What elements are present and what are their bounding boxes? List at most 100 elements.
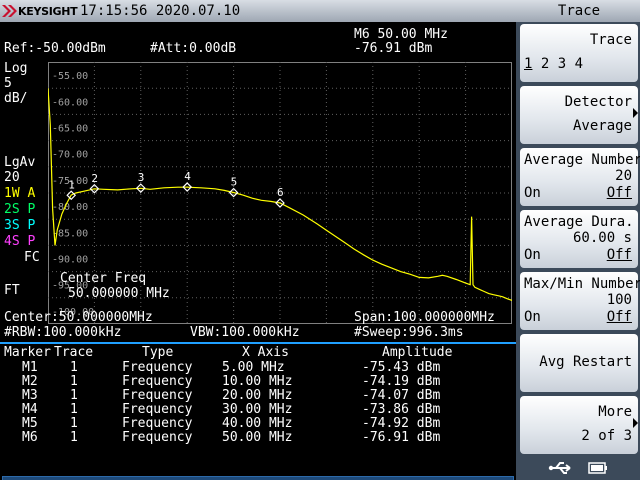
avg-number-off[interactable]: Off [606, 185, 632, 201]
spectrum-plot[interactable]: -55.00 -60.00 -65.00 -70.00 -75.00 -80.00 -85.… [48, 62, 512, 324]
marker-3-diamond[interactable] [135, 183, 146, 193]
center-freq-overlay-value: 50.000000 MHz [68, 286, 170, 301]
cell-marker: M6 [22, 430, 38, 445]
cell-x: 50.00 MHz [222, 430, 293, 445]
rbw[interactable]: #RBW:100.000kHz [4, 325, 122, 340]
center-frequency[interactable]: Center:50.000000MHz [4, 310, 153, 325]
trace-option-4[interactable]: 4 [574, 56, 584, 72]
softkey-title: Trace [589, 32, 632, 48]
table-row[interactable]: M5 1 Frequency 40.00 MHz -74.92 dBm [0, 416, 516, 431]
cell-marker: M4 [22, 402, 38, 417]
more-softkey[interactable]: More 2 of 3 [520, 396, 638, 454]
marker-2-diamond[interactable] [89, 183, 100, 194]
detector-softkey[interactable]: Detector Average [520, 86, 638, 144]
cell-type: Frequency [122, 388, 193, 403]
cell-trace: 1 [70, 416, 78, 431]
marker-5-diamond[interactable] [228, 187, 239, 198]
avg-count: 20 [4, 170, 20, 185]
col-header-type: Type [142, 345, 174, 360]
cell-marker: M5 [22, 416, 38, 431]
attenuation[interactable]: #Att:0.00dB [150, 41, 237, 56]
col-header-x-axis: X Axis [242, 345, 289, 360]
softkey-title: Max/Min Number [524, 276, 640, 292]
span[interactable]: Span:100.000000MHz [354, 310, 495, 325]
trace-select-softkey[interactable]: Trace 1 2 3 4 [520, 24, 638, 82]
y-tick-label: -55.00 [52, 71, 88, 82]
brand-name: KEYSIGHT [18, 4, 78, 18]
detector-value: Average [572, 118, 632, 134]
center-freq-overlay-title: Center Freq [60, 271, 147, 286]
active-marker-amplitude: -76.91 dBm [354, 41, 433, 56]
maxmin-number-value: 100 [606, 292, 632, 308]
col-header-marker: Marker [4, 345, 51, 360]
y-tick-label: -75.00 [52, 176, 88, 187]
cell-type: Frequency [122, 416, 193, 431]
avg-duration-off[interactable]: Off [606, 247, 632, 263]
cell-trace: 1 [70, 430, 78, 445]
cell-amp: -74.07 dBm [362, 388, 441, 403]
cell-x: 40.00 MHz [222, 416, 293, 431]
cell-type: Frequency [122, 374, 193, 389]
cell-type: Frequency [122, 430, 193, 445]
average-number-softkey[interactable]: Average Number 20 On Off [520, 148, 640, 206]
cell-x: 10.00 MHz [222, 374, 293, 389]
y-tick-label: -60.00 [52, 97, 88, 108]
scale-unit: dB/ [4, 91, 28, 106]
maxmin-number-on[interactable]: On [524, 309, 541, 325]
datetime: 17:15:56 2020.07.10 [80, 3, 241, 19]
maxmin-number-off[interactable]: Off [606, 309, 632, 325]
cell-type: Frequency [122, 402, 193, 417]
cell-amp: -75.43 dBm [362, 360, 441, 375]
table-row[interactable]: M4 1 Frequency 30.00 MHz -73.86 dBm [0, 402, 516, 417]
softkey-title: Average Number [524, 152, 640, 168]
table-row[interactable]: M3 1 Frequency 20.00 MHz -74.07 dBm [0, 388, 516, 403]
cell-amp: -74.92 dBm [362, 416, 441, 431]
cell-marker: M2 [22, 374, 38, 389]
marker-5-label: 5 [231, 176, 238, 189]
avg-mode: LgAv [4, 155, 36, 170]
avg-number-on[interactable]: On [524, 185, 541, 201]
cell-marker: M3 [22, 388, 38, 403]
table-row[interactable]: M2 1 Frequency 10.00 MHz -74.19 dBm [0, 374, 516, 389]
softkey-title: Detector [564, 94, 632, 110]
avg-duration-on[interactable]: On [524, 247, 541, 263]
marker-1-diamond[interactable] [66, 190, 77, 201]
col-header-trace: Trace [54, 345, 94, 360]
marker-4-diamond[interactable] [182, 182, 193, 192]
softkey-title: Avg Restart [539, 354, 632, 370]
battery-icon [588, 462, 607, 474]
usb-icon [548, 462, 571, 474]
cell-marker: M1 [22, 360, 38, 375]
analyzer-screen: Ref:-50.00dBm #Att:0.00dB M6 50.00 MHz -… [0, 22, 516, 480]
marker-1-label: 1 [68, 178, 75, 191]
marker-6-label: 6 [277, 186, 284, 199]
cell-amp: -74.19 dBm [362, 374, 441, 389]
trace-option-1[interactable]: 1 [524, 56, 533, 72]
y-tick-label: -95.00 [52, 281, 88, 292]
y-tick-label: -65.00 [52, 124, 88, 135]
col-header-amplitude: Amplitude [382, 345, 453, 360]
y-tick-label: -100.00 [52, 307, 94, 318]
y-tick-label: -80.00 [52, 202, 88, 213]
maxmin-number-softkey[interactable]: Max/Min Number 100 On Off [520, 272, 640, 330]
marker-2-label: 2 [91, 172, 98, 185]
trace-option-3[interactable]: 3 [557, 56, 567, 72]
avg-duration-value: 60.00 s [572, 230, 632, 246]
divider [0, 342, 516, 344]
title-bar: KEYSIGHT 17:15:56 2020.07.10 Trace [0, 0, 640, 22]
sweep-time[interactable]: #Sweep:996.3ms [354, 325, 464, 340]
table-row[interactable]: M6 1 Frequency 50.00 MHz -76.91 dBm [0, 430, 516, 445]
softkey-title: Average Dura. [524, 214, 634, 230]
vbw[interactable]: VBW:100.000kHz [190, 325, 300, 340]
trace-selector[interactable]: 1 2 3 4 [524, 56, 583, 72]
cell-trace: 1 [70, 374, 78, 389]
marker-6-diamond[interactable] [275, 198, 285, 208]
cell-trace: 1 [70, 360, 78, 375]
y-tick-label: -70.00 [52, 150, 88, 161]
table-row[interactable]: M1 1 Frequency 5.00 MHz -75.43 dBm [0, 360, 516, 375]
avg-restart-softkey[interactable]: Avg Restart [520, 334, 638, 392]
average-duration-softkey[interactable]: Average Dura. 60.00 s On Off [520, 210, 638, 268]
trace-option-2[interactable]: 2 [540, 56, 550, 72]
trace-3-status: 3S P [4, 218, 36, 233]
ref-level[interactable]: Ref:-50.00dBm [4, 41, 106, 56]
